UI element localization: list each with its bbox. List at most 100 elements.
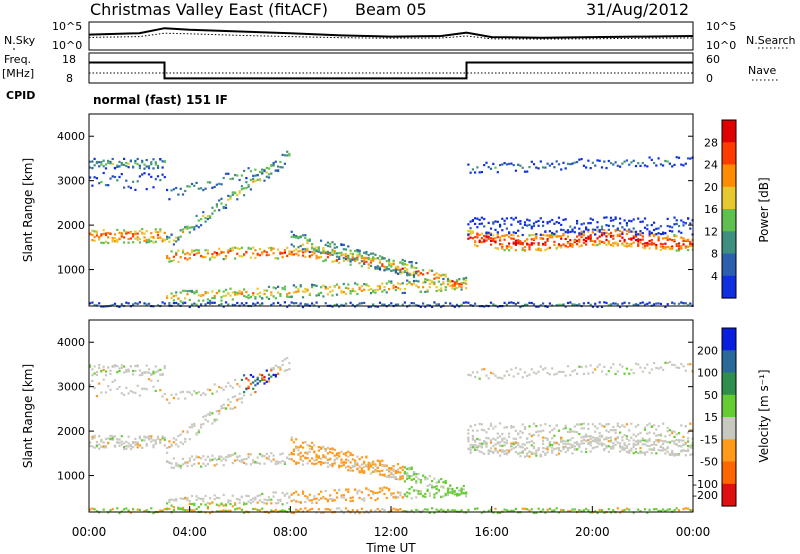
velocity-cell	[150, 440, 153, 443]
velocity-cell	[485, 441, 488, 444]
power-cell	[206, 291, 209, 294]
velocity-cell	[272, 454, 275, 457]
velocity-cell	[177, 463, 180, 466]
velocity-cell	[129, 390, 132, 393]
velocity-cell	[415, 472, 418, 476]
velocity-cell	[215, 503, 218, 506]
velocity-cell	[215, 418, 218, 421]
velocity-cell	[209, 389, 212, 392]
velocity-cell	[634, 443, 638, 446]
power-cell	[127, 162, 130, 165]
velocity-cell	[551, 446, 554, 449]
power-cell	[496, 247, 499, 250]
power-cell	[342, 243, 345, 246]
velocity-cell	[190, 509, 194, 512]
power-cell	[270, 291, 273, 294]
power-cell	[143, 167, 146, 170]
velocity-cell	[292, 511, 295, 515]
power-cell	[369, 292, 373, 295]
power-cell	[116, 165, 119, 168]
velocity-cell	[109, 438, 112, 441]
velocity-cell	[277, 462, 280, 465]
power-cell	[245, 302, 248, 305]
power-cell	[539, 233, 542, 236]
velocity-cell	[609, 446, 613, 449]
velocity-cell	[308, 499, 311, 502]
power-cell	[292, 284, 295, 287]
power-cell	[437, 289, 440, 292]
velocity-cell	[166, 502, 169, 505]
velocity-cell	[211, 412, 214, 415]
power-cell	[224, 301, 228, 304]
velocity-cell	[478, 422, 481, 425]
velocity-cell	[301, 441, 305, 444]
power-cell	[650, 158, 653, 161]
power-cell	[340, 303, 343, 306]
power-cell	[621, 243, 624, 246]
power-cell	[166, 296, 169, 299]
power-cell	[682, 164, 685, 167]
power-cell	[288, 250, 291, 253]
velocity-cell	[677, 509, 681, 512]
velocity-cell	[354, 463, 357, 466]
power-cell	[340, 243, 343, 246]
velocity-cell	[272, 491, 275, 494]
velocity-cell	[390, 468, 393, 471]
velocity-cell	[424, 508, 427, 511]
velocity-cell	[138, 374, 141, 377]
power-cell	[240, 292, 243, 295]
power-cell	[331, 289, 334, 292]
power-cell	[399, 261, 402, 264]
velocity-cell	[397, 496, 400, 499]
power-cell	[666, 235, 669, 238]
power-cell	[619, 217, 622, 220]
velocity-cell	[501, 449, 504, 452]
velocity-cell	[589, 435, 592, 438]
power-cell	[616, 242, 619, 245]
velocity-cell	[480, 428, 483, 431]
velocity-cell	[673, 430, 676, 433]
power-cell	[141, 173, 144, 176]
power-cell	[489, 167, 493, 170]
power-cell	[166, 255, 169, 258]
velocity-cell	[306, 509, 309, 512]
velocity-cell	[161, 509, 164, 512]
velocity-cell	[333, 489, 336, 492]
velocity-cell	[297, 493, 300, 496]
power-cell	[576, 222, 579, 225]
velocity-cell	[254, 391, 257, 394]
power-cell	[440, 283, 443, 286]
power-cell	[528, 245, 531, 249]
velocity-cell	[91, 379, 94, 382]
velocity-cell	[338, 507, 341, 510]
velocity-cell	[612, 445, 615, 449]
velocity-cell	[609, 429, 613, 432]
velocity-cell	[616, 441, 619, 444]
power-cell	[344, 252, 348, 255]
power-cell	[535, 237, 538, 240]
velocity-cell	[483, 439, 486, 443]
power-cell	[569, 239, 572, 242]
velocity-cell	[186, 464, 189, 467]
power-cell	[367, 266, 370, 269]
velocity-cell	[657, 439, 660, 442]
velocity-cell	[134, 437, 137, 440]
velocity-cell	[258, 499, 262, 502]
velocity-cell	[564, 443, 567, 446]
velocity-cell	[358, 496, 361, 499]
power-cell	[426, 288, 429, 292]
velocity-cell	[684, 369, 687, 372]
power-cell	[374, 291, 377, 294]
velocity-cell	[675, 433, 678, 436]
velocity-cell	[471, 435, 474, 438]
power-cell	[224, 257, 228, 260]
power-cell	[258, 179, 262, 182]
power-cell	[152, 167, 155, 170]
velocity-cell	[333, 499, 336, 502]
power-cell	[503, 301, 506, 304]
power-cell	[634, 234, 638, 238]
velocity-cell	[551, 509, 554, 512]
velocity-cell	[648, 508, 651, 511]
power-cell	[528, 301, 531, 304]
frequency-panel: Freq. [MHz] 18 8 60 0 Nave	[2, 52, 778, 85]
